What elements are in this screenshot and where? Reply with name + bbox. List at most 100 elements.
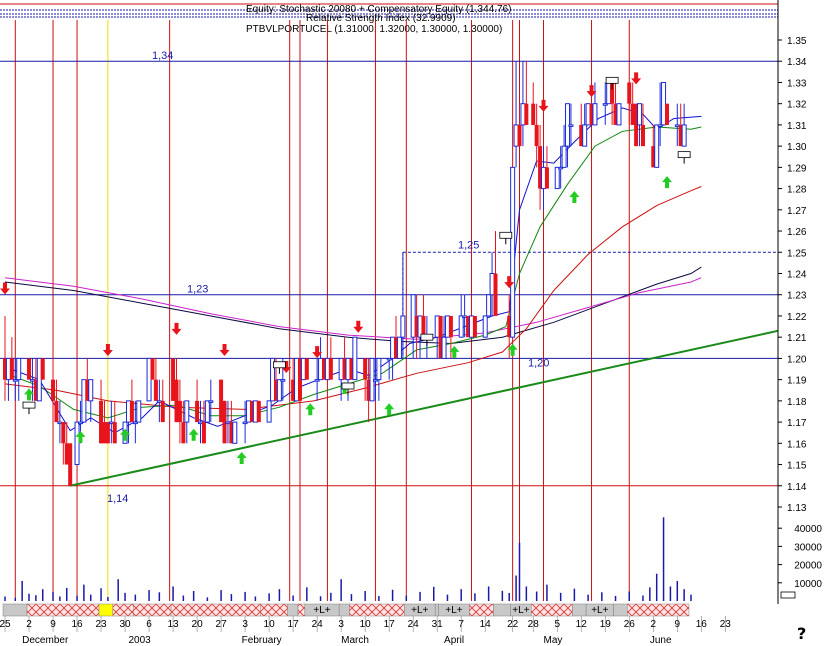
- buy-arrow-icon: [188, 428, 199, 441]
- candle-body: [129, 400, 134, 423]
- candle-body: [304, 358, 309, 380]
- candle-body: [592, 103, 598, 126]
- date-tick-label: 17: [288, 619, 300, 630]
- exit-marker-icon: [499, 231, 513, 239]
- candle-body: [328, 358, 333, 380]
- exit-marker-icon: [272, 361, 286, 369]
- candle-body: [444, 315, 450, 338]
- buy-arrow-icon: [236, 452, 247, 465]
- candle-body: [150, 358, 155, 380]
- month-label: 2003: [128, 635, 151, 646]
- candle-body: [40, 358, 45, 380]
- candle-body: [160, 400, 165, 423]
- help-icon[interactable]: ?: [797, 624, 807, 643]
- date-tick-label: 23: [95, 619, 107, 630]
- sell-arrow-icon: [281, 361, 292, 374]
- candle-body: [390, 336, 396, 359]
- candle-body: [280, 379, 286, 382]
- strip-segment: [297, 603, 306, 617]
- strip-segment: [349, 603, 405, 617]
- candle-body: [349, 358, 354, 380]
- candle-body: [184, 400, 190, 423]
- date-tick-label: 24: [312, 619, 324, 630]
- strip-segment: [2, 603, 28, 617]
- candle-body: [664, 103, 669, 125]
- sell-arrow-icon: [631, 72, 642, 85]
- level-label: 1,14: [107, 493, 128, 505]
- candle-body: [273, 379, 278, 401]
- candle-body: [561, 145, 567, 168]
- price-tick-label: 1.17: [787, 418, 807, 429]
- candle-body: [136, 400, 142, 423]
- candle-body: [232, 421, 238, 444]
- date-tick-label: 28: [528, 619, 540, 630]
- date-tick-label: 9: [674, 619, 680, 630]
- candle-body: [654, 124, 660, 168]
- candle-body: [314, 379, 320, 382]
- candle-body: [198, 421, 204, 425]
- buy-arrow-icon: [384, 403, 395, 416]
- candle-body: [510, 166, 516, 338]
- sell-arrow-icon: [219, 344, 230, 357]
- price-tick-label: 1.31: [787, 121, 807, 132]
- date-tick-label: 26: [624, 619, 636, 630]
- candle-body: [585, 103, 591, 126]
- candle-body: [657, 124, 663, 127]
- candle-body: [558, 166, 564, 170]
- candle-body: [531, 103, 536, 125]
- candle-body: [386, 357, 392, 361]
- date-tick-label: 10: [264, 619, 276, 630]
- volume-tick-label: 10000: [794, 579, 822, 590]
- candle-body: [225, 421, 231, 425]
- candle-body: [125, 400, 131, 423]
- candle-body: [27, 358, 32, 380]
- price-tick-label: 1.27: [787, 206, 807, 217]
- candle-body: [517, 124, 522, 147]
- strip-segment: [493, 603, 511, 617]
- candle-body: [249, 400, 254, 423]
- candle-body: [637, 103, 643, 126]
- candle-body: [204, 400, 210, 423]
- buy-arrow-icon: [305, 403, 316, 416]
- price-tick-label: 1.25: [787, 248, 807, 259]
- date-tick-label: 7: [458, 619, 464, 630]
- candle-body: [181, 422, 186, 444]
- trendline: [69, 329, 779, 487]
- candle-body: [681, 124, 687, 147]
- date-tick-label: 30: [119, 619, 131, 630]
- candle-body: [538, 146, 543, 189]
- buy-arrow-icon: [120, 428, 131, 441]
- candle-body: [297, 358, 302, 401]
- candle-body: [74, 421, 80, 466]
- signal-strip: +L+ +L+ +L+ +L+ +L+: [2, 603, 690, 617]
- header-title-2: Relative Strength Index (32.9909): [306, 13, 456, 24]
- vertical-markers: [14, 20, 630, 601]
- candle-body: [102, 422, 107, 444]
- sell-arrow-icon: [312, 346, 323, 359]
- price-tick-label: 1.14: [787, 482, 807, 493]
- header-title-1: Equity: Stochastic 20080 + Compensatory …: [246, 4, 511, 15]
- candle-body: [54, 400, 59, 423]
- candle-body: [458, 315, 464, 338]
- candle-body: [294, 357, 300, 402]
- strip-segment: [287, 603, 299, 617]
- candle-body: [208, 400, 214, 403]
- candle-body: [3, 358, 7, 380]
- price-tick-label: 1.32: [787, 100, 807, 111]
- buy-arrow-icon: [75, 430, 86, 443]
- candle-body: [394, 337, 399, 359]
- sell-arrow-icon: [504, 276, 515, 289]
- strip-segment: [469, 603, 494, 617]
- month-label: December: [22, 635, 69, 646]
- candle-body: [229, 422, 234, 444]
- price-tick-label: 1.33: [787, 78, 807, 89]
- candle-body: [544, 167, 549, 189]
- moving-average-ma-long: [4, 186, 702, 410]
- volume-bars: [4, 517, 692, 601]
- candle-body: [366, 379, 371, 401]
- date-tick-label: 3: [338, 619, 344, 630]
- header-title-3: PTBVLPORTUCEL (1.31000, 1.32000, 1.30000…: [246, 24, 502, 35]
- moving-average-ma200: [4, 266, 702, 345]
- date-tick-label: 2: [650, 619, 656, 630]
- candle-body: [616, 103, 622, 126]
